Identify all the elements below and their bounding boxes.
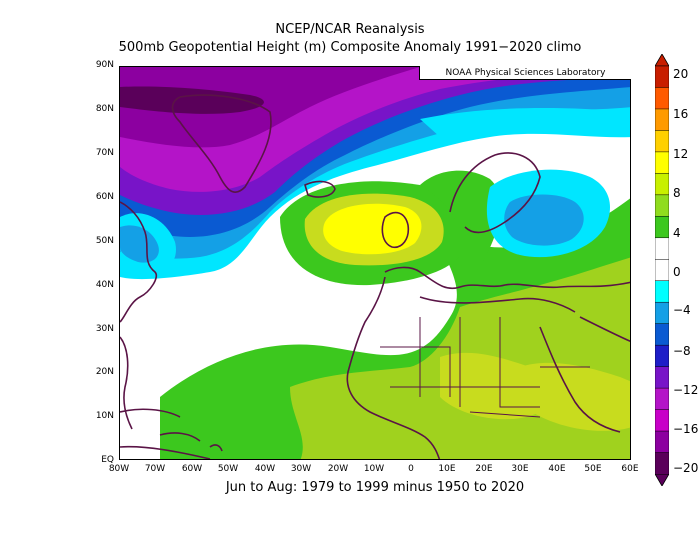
lon-label: 60E: [621, 464, 639, 474]
us-east-coast: [120, 336, 133, 430]
south-america-coast: [120, 445, 211, 459]
colorbar-swatch: [654, 366, 670, 389]
map-subtitle: 500mb Geopotential Height (m) Composite …: [118, 40, 582, 55]
lon-label: 40W: [254, 464, 276, 474]
period-subtitle: Jun to Aug: 1979 to 1999 minus 1950 to 2…: [225, 480, 525, 495]
colorbar: [654, 53, 670, 487]
iceland-coast: [304, 180, 336, 198]
lat-label: 50N: [95, 236, 114, 246]
colorbar-swatch: [654, 130, 670, 153]
lon-label: 50W: [217, 464, 239, 474]
colorbar-swatch: [654, 173, 670, 196]
positive-anomaly-africa-olive-2: [520, 362, 630, 431]
colorbar-swatch: [654, 344, 670, 368]
colorbar-swatch: [654, 430, 670, 454]
negative-anomaly-labrador-blue: [120, 225, 159, 263]
map-title: NCEP/NCAR Reanalysis: [275, 22, 425, 37]
colorbar-swatch: [654, 301, 670, 325]
colorbar-swatch: [654, 387, 670, 411]
lat-label: 10N: [95, 411, 114, 421]
lon-label: 50E: [584, 464, 602, 474]
colorbar-label: −20: [673, 461, 699, 475]
lon-label: 10W: [363, 464, 385, 474]
colorbar-label: 4: [673, 226, 681, 240]
colorbar-label: −4: [673, 303, 691, 317]
uk-coast: [381, 211, 410, 249]
colorbar-svg: [654, 53, 670, 487]
lat-label: 20N: [95, 367, 114, 377]
colorbar-swatch: [654, 280, 670, 303]
lat-label: 80N: [95, 104, 114, 114]
colorbar-swatches: [654, 65, 670, 475]
lat-label: 90N: [95, 60, 114, 70]
colorbar-swatch: [654, 65, 670, 89]
colorbar-swatch: [654, 108, 670, 131]
colorbar-swatch: [654, 323, 670, 346]
colorbar-label: −16: [673, 422, 699, 436]
positive-anomaly-europe-green: [420, 170, 501, 273]
negative-anomaly-dark-purple: [120, 86, 264, 114]
coastlines: [120, 94, 630, 459]
lat-label: 70N: [95, 148, 114, 158]
europe-coast: [384, 266, 630, 290]
lon-label: 10E: [438, 464, 456, 474]
colorbar-swatch: [654, 409, 670, 432]
anomaly-map: [119, 66, 631, 460]
colorbar-swatch: [654, 194, 670, 217]
country-borders: [380, 317, 590, 418]
lon-label: 0: [408, 464, 414, 474]
caribbean-coast: [120, 408, 223, 452]
colorbar-label: 8: [673, 186, 681, 200]
lon-label: 70W: [144, 464, 166, 474]
lon-label: 60W: [181, 464, 203, 474]
negative-anomaly-arctic-cyan: [420, 107, 630, 137]
africa-coast: [346, 276, 441, 459]
mediterranean-coast: [419, 296, 576, 313]
colorbar-label: 16: [673, 107, 689, 121]
lat-label: EQ: [101, 455, 114, 465]
lon-label: 20W: [327, 464, 349, 474]
lat-label: 30N: [95, 324, 114, 334]
lat-label: 60N: [95, 192, 114, 202]
colorbar-swatch: [654, 151, 670, 174]
credit-label: NOAA Physical Sciences Laboratory: [419, 66, 631, 80]
colorbar-top-arrow: [654, 53, 670, 67]
colorbar-label: 12: [673, 147, 689, 161]
colorbar-label: 20: [673, 67, 689, 81]
lon-label: 40E: [548, 464, 566, 474]
colorbar-swatch: [654, 216, 670, 239]
anomaly-map-svg: [120, 67, 630, 459]
lon-label: 20E: [475, 464, 493, 474]
colorbar-swatch: [654, 237, 670, 260]
colorbar-swatch: [654, 259, 670, 282]
positive-anomaly-atlantic-yellow: [323, 203, 422, 255]
scandinavia-coast: [449, 152, 541, 234]
canada-coast: [120, 201, 158, 323]
colorbar-label: 0: [673, 265, 681, 279]
arabia-coast: [539, 316, 630, 433]
negative-anomaly-purple: [120, 67, 420, 148]
greenland-coast: [171, 94, 272, 193]
colorbar-swatch: [654, 452, 670, 475]
lat-label: 40N: [95, 280, 114, 290]
colorbar-swatch: [654, 87, 670, 110]
negative-anomaly-russia-blue: [504, 194, 584, 246]
lon-label: 80W: [108, 464, 130, 474]
colorbar-label: −8: [673, 344, 691, 358]
colorbar-label: −12: [673, 383, 699, 397]
lon-label: 30W: [290, 464, 312, 474]
lon-label: 30E: [511, 464, 529, 474]
